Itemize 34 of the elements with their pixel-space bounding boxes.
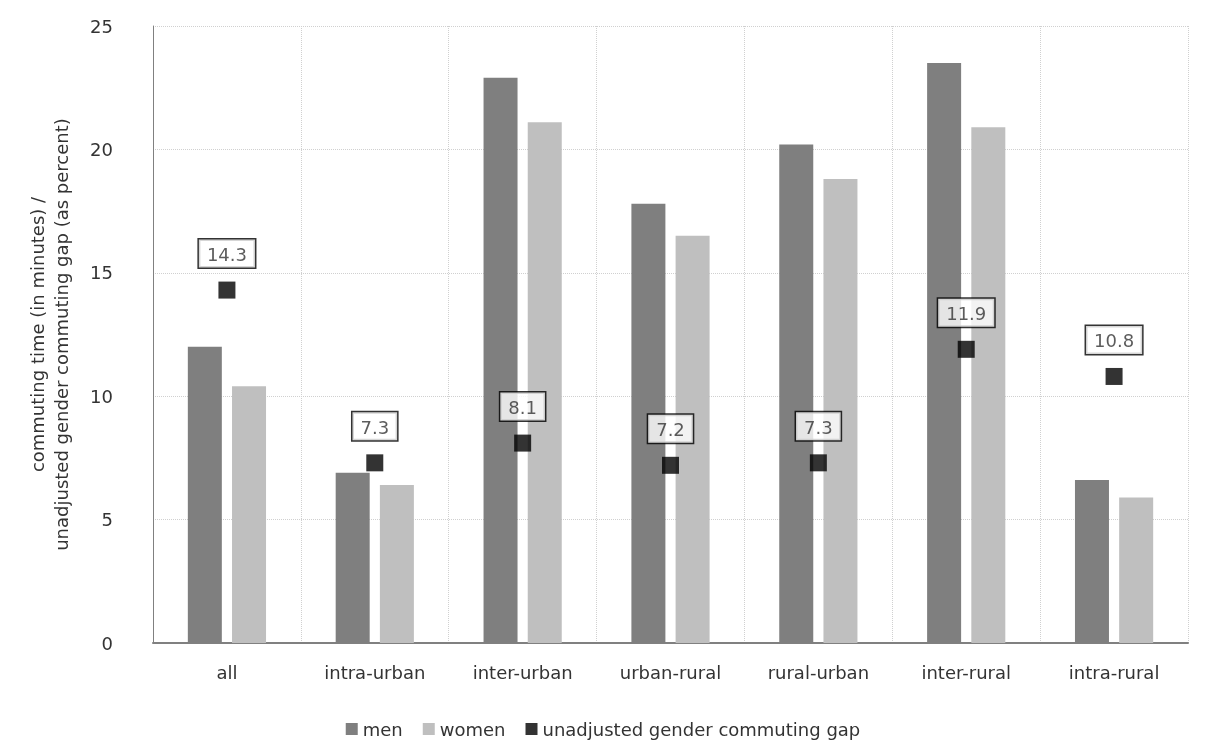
bar — [232, 386, 267, 643]
data-label: 8.1 — [508, 397, 537, 419]
data-label: 11.9 — [946, 303, 987, 325]
point — [809, 454, 827, 472]
data-label: 10.8 — [1094, 330, 1135, 352]
point — [366, 454, 384, 472]
x-tick-label: inter-urban — [472, 661, 573, 683]
y-tick-label: 15 — [90, 262, 113, 284]
legend-label: men — [362, 718, 403, 740]
legend-label: unadjusted gender commuting gap — [542, 718, 861, 740]
y-tick-label: 5 — [101, 509, 113, 531]
data-label: 7.3 — [804, 416, 833, 438]
y-tick-label: 10 — [90, 385, 113, 407]
y-tick-label: 25 — [90, 15, 113, 37]
point — [957, 340, 975, 358]
x-tick-label: rural-urban — [767, 661, 870, 683]
y-axis-title: commuting time (in minutes) / unadjusted gender commuting gap (as percent) — [26, 118, 72, 551]
point — [1105, 367, 1123, 385]
bar — [379, 485, 414, 643]
data-label: 7.2 — [656, 419, 685, 441]
x-tick-label: all — [216, 661, 238, 683]
data-label: 7.3 — [360, 416, 390, 438]
data-label: 14.3 — [206, 244, 247, 266]
point — [218, 281, 236, 299]
x-tick-label: urban-rural — [619, 661, 722, 683]
y-tick-label: 0 — [101, 632, 113, 654]
y-tick-label: 20 — [90, 138, 113, 160]
x-tick-label: intra-rural — [1068, 661, 1160, 683]
legend-label: women — [439, 718, 506, 740]
x-tick-label: intra-urban — [324, 661, 426, 683]
x-tick-label: inter-rural — [921, 661, 1011, 683]
point — [662, 456, 679, 474]
bar — [1119, 497, 1154, 643]
point — [514, 434, 532, 452]
